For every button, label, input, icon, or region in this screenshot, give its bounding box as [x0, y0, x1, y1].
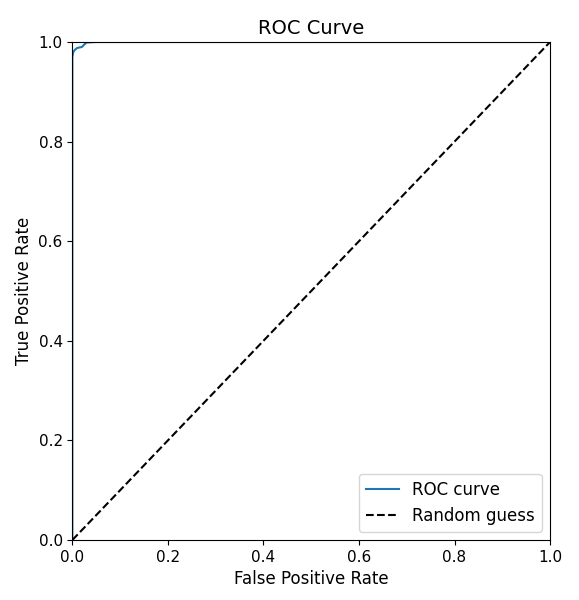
X-axis label: False Positive Rate: False Positive Rate [234, 570, 389, 588]
ROC curve [78, 43, 86, 50]
ROC curve [83, 39, 90, 46]
ROC curve [308, 38, 315, 46]
ROC curve [93, 38, 100, 46]
ROC curve [69, 536, 76, 544]
Title: ROC Curve: ROC Curve [258, 19, 364, 38]
ROC curve [164, 38, 171, 46]
Line: ROC curve: ROC curve [72, 42, 550, 540]
ROC curve [116, 38, 124, 46]
ROC curve [69, 53, 76, 61]
ROC curve [70, 49, 77, 56]
ROC curve [69, 262, 76, 269]
ROC curve [69, 51, 76, 58]
Legend: ROC curve, Random guess: ROC curve, Random guess [359, 474, 542, 532]
ROC curve [81, 41, 88, 48]
ROC curve [547, 38, 554, 46]
ROC curve [74, 44, 80, 52]
Y-axis label: True Positive Rate: True Positive Rate [15, 217, 33, 365]
ROC curve [71, 46, 78, 53]
